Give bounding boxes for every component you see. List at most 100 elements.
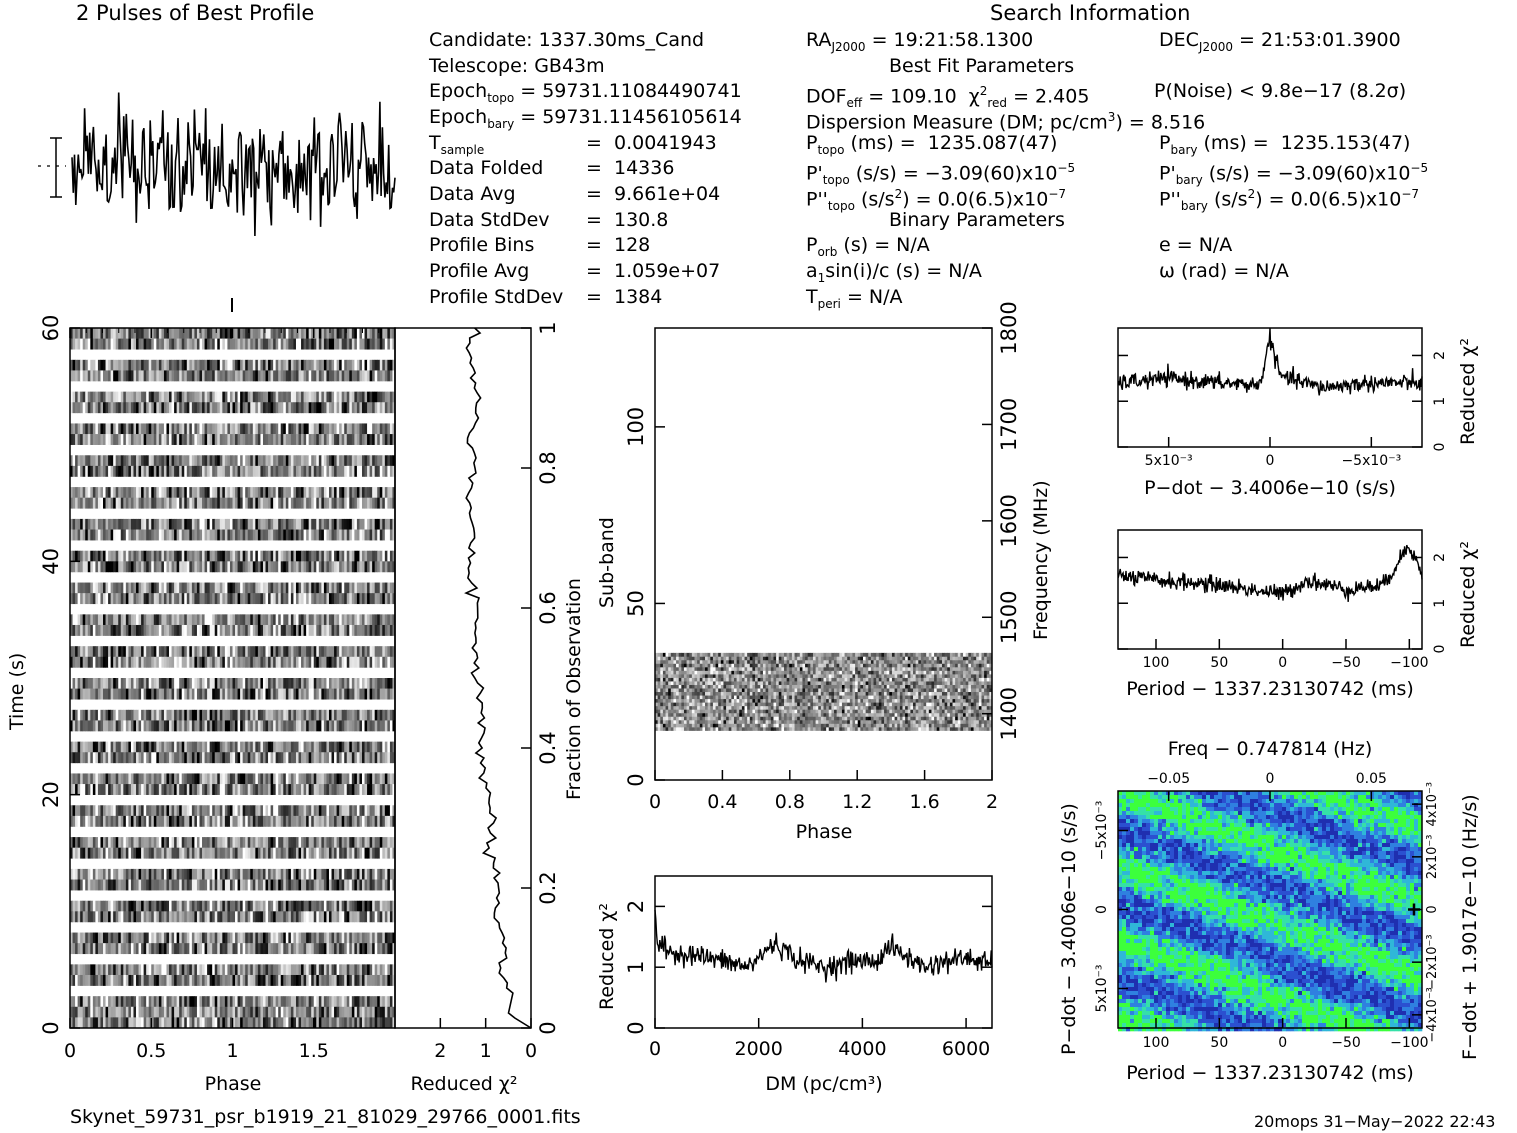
dm-ylabel: Reduced χ² xyxy=(596,903,618,1010)
freq-ylabel: Frequency (MHz) xyxy=(1030,480,1052,640)
stat-value-6: = 1384 xyxy=(586,286,663,308)
period-ytick-label: 2 xyxy=(1432,553,1448,562)
ppd-ytick-label: −5x10⁻³ xyxy=(1094,801,1110,861)
sb-xtick-label: 0.4 xyxy=(707,791,737,813)
tp-xlabel: Phase xyxy=(204,1073,262,1095)
ppd-xtick-label: −50 xyxy=(1331,1035,1361,1051)
period-xlabel: Period − 1337.23130742 (ms) xyxy=(1126,678,1414,700)
frac-ytick-label: 0.6 xyxy=(536,591,560,624)
dm-xtick-label: 0 xyxy=(649,1038,661,1060)
tp-xtick-label: 0 xyxy=(64,1040,76,1062)
period-xtick-label: −100 xyxy=(1390,655,1428,671)
pdot-bary-text: P'bary (s/s) = −3.09(60)x10−5 xyxy=(1159,161,1429,188)
ppd-xtick-label: −100 xyxy=(1390,1035,1428,1051)
pdot-xtick-label: −5x10⁻³ xyxy=(1341,453,1401,469)
ppd-xtick-label: 100 xyxy=(1143,1035,1170,1051)
asini-text: a1sin(i)/c (s) = N/A xyxy=(806,260,982,285)
dec-text: DECJ2000 = 21:53:01.3900 xyxy=(1159,29,1401,54)
dm-frame xyxy=(654,875,993,1029)
sb-xtick-label: 0.8 xyxy=(775,791,805,813)
footer-stamp: 20mops 31−May−2022 22:43 xyxy=(1254,1112,1496,1131)
epoch-bary: Epochbary = 59731.11456105614 xyxy=(429,106,742,131)
stat-value-2: = 9.661e+04 xyxy=(586,183,721,205)
stat-label-4: Profile Bins xyxy=(429,234,535,256)
freq-ytick-label: 1400 xyxy=(997,687,1021,740)
sb-xtick-label: 0 xyxy=(649,791,661,813)
period-ytick-label: 0 xyxy=(1432,645,1448,654)
tperi-text: Tperi = N/A xyxy=(806,286,903,311)
stat-label-2: Data Avg xyxy=(429,183,516,205)
dm-line xyxy=(654,909,993,983)
frac-ytick-label: 0 xyxy=(536,1021,560,1034)
period-frame xyxy=(1117,529,1423,650)
binary-title: Binary Parameters xyxy=(889,209,1065,231)
ppd-xtick-label: 50 xyxy=(1210,1035,1228,1051)
subband-frame xyxy=(654,327,993,781)
profile-line xyxy=(71,92,396,237)
pbary-text: Pbary (ms) = 1235.153(47) xyxy=(1159,132,1411,157)
tp-ytick-label: 0 xyxy=(39,1021,63,1034)
chi-frac-frame xyxy=(394,327,532,1029)
stat-value-5: = 1.059e+07 xyxy=(586,260,721,282)
ppd-x2tick-label: 0 xyxy=(1266,771,1275,787)
ppd-y2tick-label: 2x10⁻³ xyxy=(1425,835,1440,880)
pdot-xtick-label: 5x10⁻³ xyxy=(1145,453,1193,469)
frac-ytick-label: 0.2 xyxy=(536,871,560,904)
period-xtick-label: −50 xyxy=(1331,655,1361,671)
period-ylabel: Reduced χ² xyxy=(1457,541,1479,648)
pdot-line xyxy=(1117,327,1423,396)
dm-ytick-label: 2 xyxy=(624,900,648,913)
ppd-x2label: Freq − 0.747814 (Hz) xyxy=(1167,738,1373,760)
chi-xtick-label: 0 xyxy=(525,1040,537,1062)
candidate-text: Candidate: 1337.30ms_Cand xyxy=(429,29,705,51)
chi-frac-line xyxy=(464,327,532,1029)
pdot-ytick-label: 0 xyxy=(1432,443,1448,452)
ppd-y2tick-label: −4x10⁻³ xyxy=(1425,987,1440,1042)
freq-ytick-label: 1800 xyxy=(997,301,1021,354)
pdot-xlabel: P−dot − 3.4006e−10 (s/s) xyxy=(1144,477,1396,499)
best-fit-title: Best Fit Parameters xyxy=(889,55,1075,77)
pddot-topo-text: P''topo (s/s2) = 0.0(6.5)x10−7 xyxy=(806,187,1067,214)
ppd-y2tick-label: 4x10⁻³ xyxy=(1425,782,1440,827)
ppd-y2label: F−dot + 1.9017e−10 (Hz/s) xyxy=(1459,794,1481,1060)
freq-ytick-label: 1600 xyxy=(997,494,1021,547)
search-info-title: Search Information xyxy=(990,1,1191,25)
dm-xtick-label: 4000 xyxy=(838,1038,886,1060)
pdot-ylabel: Reduced χ² xyxy=(1457,338,1479,445)
period-ytick-label: 1 xyxy=(1432,599,1448,608)
dm-text: Dispersion Measure (DM; pc/cm3) = 8.516 xyxy=(806,110,1206,134)
dm-ytick-label: 0 xyxy=(624,1021,648,1034)
dm-xlabel: DM (pc/cm³) xyxy=(765,1073,883,1095)
period-xtick-label: 50 xyxy=(1210,655,1228,671)
tsample-value: = 0.0041943 xyxy=(586,132,717,154)
footer-filename: Skynet_59731_psr_b1919_21_81029_29766_00… xyxy=(70,1106,581,1128)
frac-ytick-label: 0.4 xyxy=(536,731,560,764)
frac-ytick-label: 1 xyxy=(536,321,560,334)
p-pdot-image xyxy=(1118,791,1423,1032)
epoch-topo: Epochtopo = 59731.11084490741 xyxy=(429,80,742,105)
frac-ytick-label: 0.8 xyxy=(536,451,560,484)
dm-xtick-label: 2000 xyxy=(735,1038,783,1060)
pnoise-text: P(Noise) < 9.8e−17 (8.2σ) xyxy=(1154,80,1407,102)
ppd-ylabel: P−dot − 3.4006e−10 (s/s) xyxy=(1058,803,1080,1055)
stat-label-1: Data Folded xyxy=(429,157,544,179)
sb-xtick-label: 1.2 xyxy=(842,791,872,813)
freq-ytick-label: 1500 xyxy=(997,591,1021,644)
ppd-y2tick-label: 0 xyxy=(1425,905,1440,913)
stat-value-4: = 128 xyxy=(586,234,651,256)
subband-image xyxy=(655,652,993,731)
dm-ytick-label: 1 xyxy=(624,961,648,974)
pdot-xtick-label: 0 xyxy=(1266,453,1275,469)
period-xtick-label: 0 xyxy=(1278,655,1287,671)
tp-xtick-label: 0.5 xyxy=(136,1040,166,1062)
sb-ytick-label: 50 xyxy=(624,590,648,617)
sb-xtick-label: 1.6 xyxy=(909,791,939,813)
sb-ylabel: Sub-band xyxy=(596,517,618,608)
telescope-text: Telescope: GB43m xyxy=(429,55,605,77)
pddot-bary-text: P''bary (s/s2) = 0.0(6.5)x10−7 xyxy=(1159,187,1420,214)
epoch-topo-value: = 59731.11084490741 xyxy=(520,80,742,102)
sb-ytick-label: 0 xyxy=(624,773,648,786)
ppd-ytick-label: 0 xyxy=(1094,905,1110,914)
dm-xtick-label: 6000 xyxy=(942,1038,990,1060)
